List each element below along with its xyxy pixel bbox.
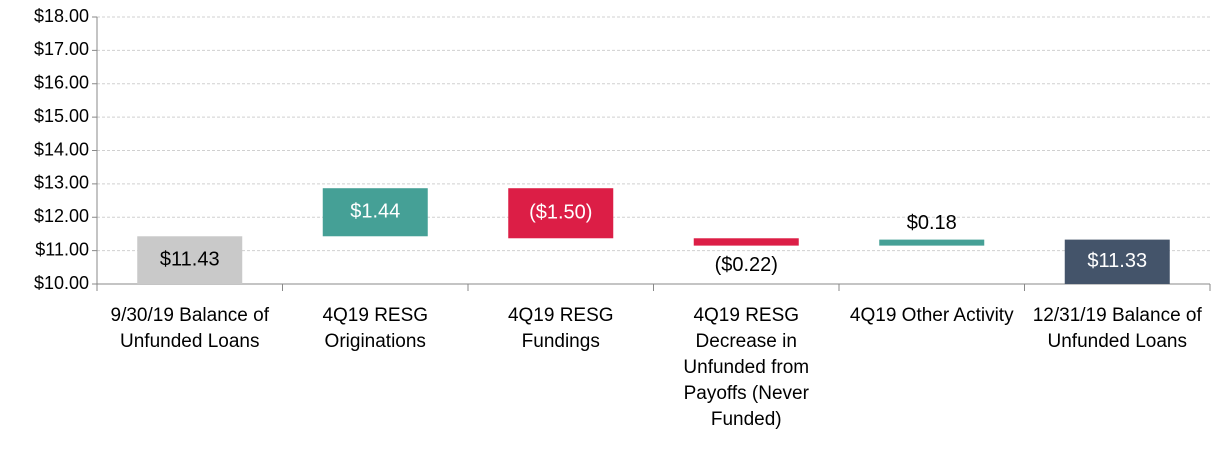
- x-tick-label: 4Q19 RESG Fundings: [507, 305, 614, 352]
- x-tick-label: 9/30/19 Balance of Unfunded Loans: [110, 305, 269, 352]
- value-label: $0.18: [907, 212, 957, 234]
- x-tick-label: 4Q19 RESG Originations: [322, 305, 429, 352]
- bar: [322, 188, 428, 237]
- value-label: $1.44: [350, 201, 400, 223]
- value-label: $11.43: [160, 248, 220, 270]
- bar: [693, 238, 799, 246]
- y-tick-label: $18.00: [34, 6, 89, 26]
- y-tick-label: $14.00: [34, 139, 89, 159]
- x-tick-label: 12/31/19 Balance of Unfunded Loans: [1032, 305, 1202, 352]
- value-label: $11.33: [1087, 250, 1147, 272]
- x-tick-label: 4Q19 Other Activity: [849, 305, 1014, 326]
- y-tick-label: $15.00: [34, 106, 89, 126]
- bar: [508, 188, 614, 239]
- value-label: ($1.50): [529, 202, 592, 224]
- bar: [1064, 239, 1170, 284]
- value-label: ($0.22): [715, 254, 778, 276]
- y-tick-label: $11.00: [35, 239, 89, 259]
- y-tick-label: $16.00: [34, 73, 89, 93]
- y-tick-label: $10.00: [34, 273, 89, 293]
- bar: [879, 239, 985, 246]
- x-tick-label: 4Q19 RESG Decrease in Unfunded from Payo…: [683, 305, 810, 430]
- y-tick-label: $12.00: [34, 206, 89, 226]
- y-tick-label: $13.00: [34, 173, 89, 193]
- y-tick-label: $17.00: [34, 39, 89, 59]
- bar: [137, 236, 243, 284]
